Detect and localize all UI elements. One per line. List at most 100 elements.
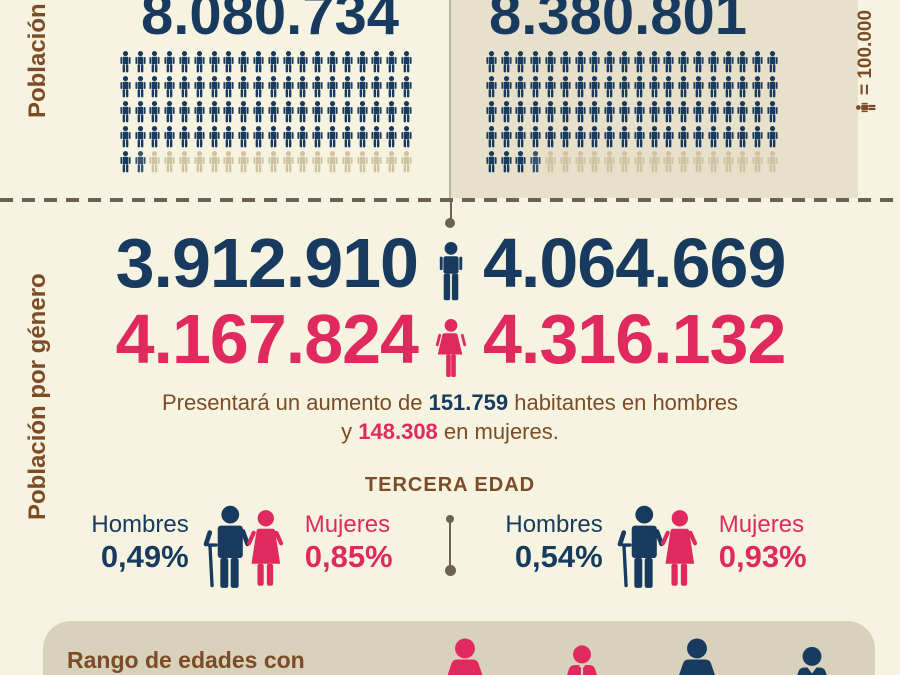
person-icon (341, 76, 354, 99)
elderly-connector-dot-bottom (445, 565, 456, 576)
person-icon (237, 51, 250, 74)
person-icon (500, 76, 513, 99)
person-icon (341, 51, 354, 74)
person-icon (326, 126, 339, 149)
person-icon (370, 76, 383, 99)
total-left-value: 8.080.734 (140, 0, 400, 47)
person-icon (208, 101, 221, 124)
person-icon (267, 76, 280, 99)
elderly-women-stat: Mujeres 0,93% (719, 503, 807, 574)
women-value: 0,85% (304, 539, 393, 574)
person-icon (500, 126, 513, 149)
person-icon (603, 76, 616, 99)
person-icon (208, 151, 221, 174)
person-icon (341, 126, 354, 149)
person-icon (356, 76, 369, 99)
person-icon (311, 151, 324, 174)
person-icon (370, 126, 383, 149)
person-icon (311, 76, 324, 99)
person-icon (677, 151, 690, 174)
person-icon (119, 101, 132, 124)
person-icon (400, 76, 413, 99)
person-icon (163, 101, 176, 124)
person-icon (514, 101, 527, 124)
person-icon (252, 126, 265, 149)
person-icon (178, 151, 191, 174)
person-icon (603, 101, 616, 124)
person-icon (119, 151, 132, 174)
person-icon (341, 101, 354, 124)
person-icon (603, 51, 616, 74)
person-icon (529, 151, 542, 174)
person-icon (311, 101, 324, 124)
person-icon (119, 76, 132, 99)
person-icon (193, 126, 206, 149)
person-icon (208, 76, 221, 99)
person-icon (485, 51, 498, 74)
women-label: Mujeres (718, 511, 805, 538)
tercera-edad-title: TERCERA EDAD (364, 474, 536, 496)
person-icon (500, 101, 513, 124)
person-icon (603, 151, 616, 174)
person-icon (588, 126, 601, 149)
person-icon (400, 126, 413, 149)
man-bust-icon (679, 638, 715, 675)
person-icon (722, 126, 735, 149)
person-icon (544, 51, 557, 74)
elderly-couple-icon (615, 503, 707, 589)
person-icon (692, 151, 705, 174)
person-icon (751, 76, 764, 99)
person-icon (163, 151, 176, 174)
person-icon (370, 101, 383, 124)
person-icon (326, 151, 339, 174)
person-icon (633, 76, 646, 99)
female-right-value: 4.316.132 (483, 300, 786, 378)
person-icon (544, 126, 557, 149)
person-icon (766, 151, 779, 174)
person-icon (208, 126, 221, 149)
person-icon (574, 76, 587, 99)
person-icon (692, 76, 705, 99)
person-icon (222, 151, 235, 174)
men-value: 0,54% (514, 539, 603, 574)
person-icon (618, 101, 631, 124)
men-value: 0,49% (100, 539, 189, 574)
person-icon (588, 101, 601, 124)
person-icon (385, 76, 398, 99)
person-icon (296, 101, 309, 124)
person-icon (677, 101, 690, 124)
elderly-couple-icon (201, 503, 293, 589)
person-icon (722, 76, 735, 99)
person-icon (282, 151, 295, 174)
legend: = 100.000 (854, 2, 878, 122)
person-icon (677, 51, 690, 74)
person-icon (267, 126, 280, 149)
person-icon (485, 101, 498, 124)
person-icon (193, 51, 206, 74)
person-icon (736, 151, 749, 174)
person-icon (707, 51, 720, 74)
top-right-panel (450, 0, 858, 198)
note-text: en mujeres. (437, 419, 559, 444)
male-left-value: 3.912.910 (115, 224, 419, 302)
pictogram-grid-left (118, 51, 414, 174)
person-icon (222, 51, 235, 74)
vertical-divider (449, 0, 451, 198)
person-icon (633, 51, 646, 74)
person-icon (677, 126, 690, 149)
person-icon (400, 51, 413, 74)
person-icon (178, 51, 191, 74)
person-icon (559, 126, 572, 149)
person-icon (559, 76, 572, 99)
person-icon (574, 151, 587, 174)
person-icon (588, 151, 601, 174)
person-icon (252, 151, 265, 174)
person-icon (178, 101, 191, 124)
person-icon (514, 76, 527, 99)
person-icon (736, 76, 749, 99)
male-increase-value: 151.759 (428, 390, 509, 415)
increase-note-line1: Presentará un aumento de 151.759 habitan… (0, 390, 900, 416)
person-icon (148, 126, 161, 149)
men-label: Hombres (505, 511, 603, 538)
